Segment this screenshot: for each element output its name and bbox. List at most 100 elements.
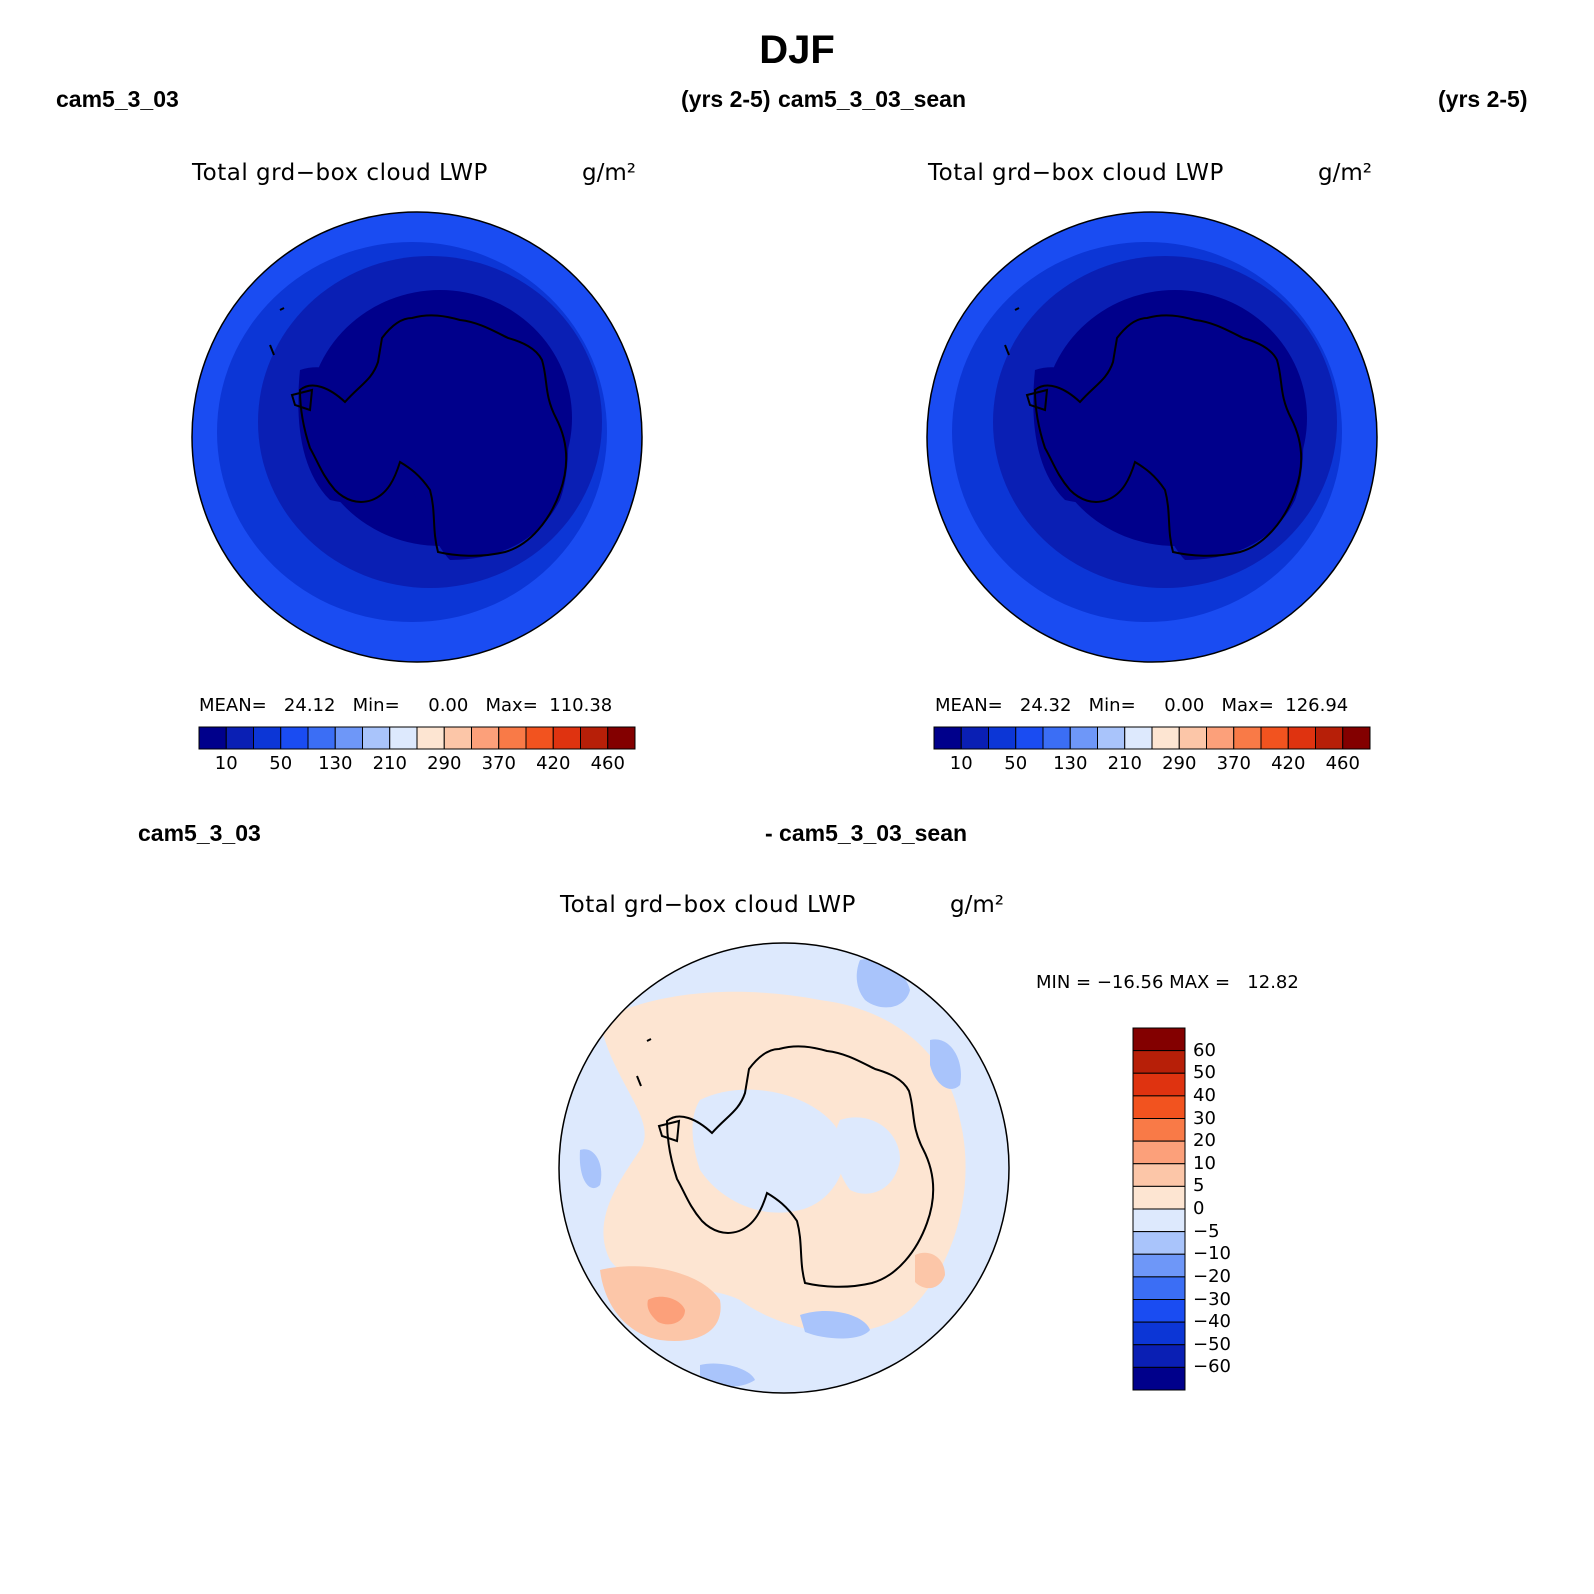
diff-map-border	[558, 942, 1010, 1394]
panel1-units: g/m²	[582, 160, 636, 186]
diff-colorbar-tick-label: −30	[1193, 1288, 1231, 1310]
diff-colorbar-swatch	[1132, 1276, 1186, 1300]
panel1-stats: MEAN= 24.12 Min= 0.00 Max= 110.38	[199, 695, 613, 716]
diff-colorbar-tick-label: −20	[1193, 1265, 1231, 1287]
panel1-colorbar-swatch	[362, 726, 391, 750]
diff-colorbar-tick-label: −5	[1193, 1220, 1220, 1242]
panel2-colorbar-swatch	[960, 726, 989, 750]
diff-colorbar-tick-label: 40	[1193, 1084, 1216, 1106]
panel2-colorbar-swatch	[1124, 726, 1153, 750]
panel1-map-border	[191, 211, 643, 663]
panel2-colorbar	[933, 726, 1371, 750]
panel2-antarctica-coastline	[1033, 314, 1303, 557]
diff-colorbar-swatch	[1132, 1072, 1186, 1097]
panel2-colorbar-tick-label: 460	[1325, 753, 1360, 774]
left-years-label: (yrs 2-5)	[681, 86, 771, 112]
right-years-label: (yrs 2-5)	[1438, 86, 1528, 112]
panel1-colorbar-swatch	[471, 726, 500, 750]
panel1-colorbar-swatch	[580, 726, 609, 750]
panel1-peninsula-detail	[269, 307, 314, 412]
diff-colorbar-swatch	[1132, 1140, 1186, 1165]
diff-colorbar-tick-label: 20	[1193, 1130, 1216, 1152]
panel2-colorbar-swatch	[988, 726, 1017, 750]
panel1-colorbar-tick-label: 370	[481, 753, 516, 774]
panel1-colorbar-swatch	[334, 726, 363, 750]
panel2-colorbar-swatch	[1260, 726, 1289, 750]
diff-colorbar-swatch	[1132, 1027, 1186, 1052]
panel1-colorbar-swatch	[525, 726, 554, 750]
panel2-colorbar-tick-label: 210	[1107, 753, 1142, 774]
panel1-colorbar-swatch	[552, 726, 581, 750]
diff-colorbar-tick-label: −10	[1193, 1243, 1231, 1265]
panel2-colorbar-swatch	[1015, 726, 1044, 750]
diff-colorbar-tick-label: 5	[1193, 1175, 1205, 1197]
diff-colorbar-tick-label: 30	[1193, 1107, 1216, 1129]
diff-colorbar	[1132, 1027, 1186, 1391]
panel2-colorbar-tick-label: 10	[949, 753, 973, 774]
panel1-colorbar-swatch	[607, 726, 636, 750]
diff-colorbar-swatch	[1132, 1185, 1186, 1210]
diff-colorbar-swatch	[1132, 1050, 1186, 1074]
diff-case-a-label: cam5_3_03	[138, 820, 261, 846]
panel2-colorbar-tick-label: 50	[1004, 753, 1028, 774]
panel1-colorbar-tick-label: 10	[214, 753, 238, 774]
panel1-colorbar-swatch	[498, 726, 527, 750]
diff-colorbar-tick-label: 50	[1193, 1062, 1216, 1084]
panel1-colorbar-tick-label: 290	[427, 753, 462, 774]
panel1-colorbar-tick-label: 50	[269, 753, 293, 774]
panel2-colorbar-tick-label: 290	[1162, 753, 1197, 774]
diff-stats: MIN = −16.56 MAX = 12.82	[1036, 972, 1299, 993]
diff-colorbar-tick-label: 60	[1193, 1039, 1216, 1061]
panel1-colorbar-swatch	[307, 726, 336, 750]
panel1-colorbar-swatch	[253, 726, 282, 750]
diff-colorbar-swatch	[1132, 1299, 1186, 1323]
diff-colorbar-swatch	[1132, 1344, 1186, 1368]
panel2-colorbar-tick-label: 370	[1216, 753, 1251, 774]
panel1-map	[192, 212, 642, 662]
diff-colorbar-tick-label: −40	[1193, 1311, 1231, 1333]
panel1-colorbar-swatch	[225, 726, 254, 750]
panel2-variable: Total grd−box cloud LWP	[928, 160, 1224, 186]
diff-map	[559, 943, 1009, 1393]
panel1-colorbar-swatch	[198, 726, 227, 750]
panel1-colorbar-swatch	[443, 726, 472, 750]
panel2-map	[927, 212, 1377, 662]
panel1-colorbar-tick-label: 130	[318, 753, 353, 774]
diff-variable: Total grd−box cloud LWP	[560, 892, 856, 918]
diff-colorbar-swatch	[1132, 1231, 1186, 1255]
panel2-units: g/m²	[1318, 160, 1372, 186]
panel2-colorbar-tick-label: 420	[1271, 753, 1306, 774]
panel1-colorbar-swatch	[416, 726, 445, 750]
panel1-colorbar-tick-label: 460	[590, 753, 625, 774]
diff-colorbar-swatch	[1132, 1253, 1186, 1278]
panel1-colorbar-tick-label: 420	[536, 753, 571, 774]
diff-colorbar-tick-label: −50	[1193, 1333, 1231, 1355]
right-case-label: cam5_3_03_sean	[778, 86, 966, 112]
panel2-colorbar-swatch	[1097, 726, 1126, 750]
diff-colorbar-swatch	[1132, 1163, 1186, 1187]
diff-antarctica-coastline	[665, 1045, 935, 1288]
left-case-label: cam5_3_03	[56, 86, 179, 112]
panel1-variable: Total grd−box cloud LWP	[192, 160, 488, 186]
diff-colorbar-tick-label: 0	[1193, 1198, 1205, 1219]
panel2-colorbar-swatch	[1206, 726, 1235, 750]
panel2-colorbar-swatch	[1178, 726, 1207, 750]
diff-colorbar-swatch	[1132, 1208, 1186, 1233]
diff-units: g/m²	[950, 892, 1004, 918]
panel1-colorbar	[198, 726, 636, 750]
diff-colorbar-swatch	[1132, 1095, 1186, 1119]
panel1-colorbar-swatch	[280, 726, 309, 750]
panel2-map-border	[926, 211, 1378, 663]
panel1-colorbar-tick-label: 210	[372, 753, 407, 774]
diff-colorbar-tick-label: −60	[1193, 1356, 1231, 1378]
panel1-colorbar-swatch	[389, 726, 418, 750]
diff-colorbar-swatch	[1132, 1118, 1186, 1142]
panel2-stats: MEAN= 24.32 Min= 0.00 Max= 126.94	[935, 695, 1349, 716]
panel2-colorbar-swatch	[1042, 726, 1071, 750]
panel2-colorbar-swatch	[933, 726, 962, 750]
panel2-colorbar-swatch	[1342, 726, 1371, 750]
panel2-peninsula-detail	[1004, 307, 1049, 412]
figure-title: DJF	[759, 28, 835, 72]
panel2-colorbar-swatch	[1151, 726, 1180, 750]
